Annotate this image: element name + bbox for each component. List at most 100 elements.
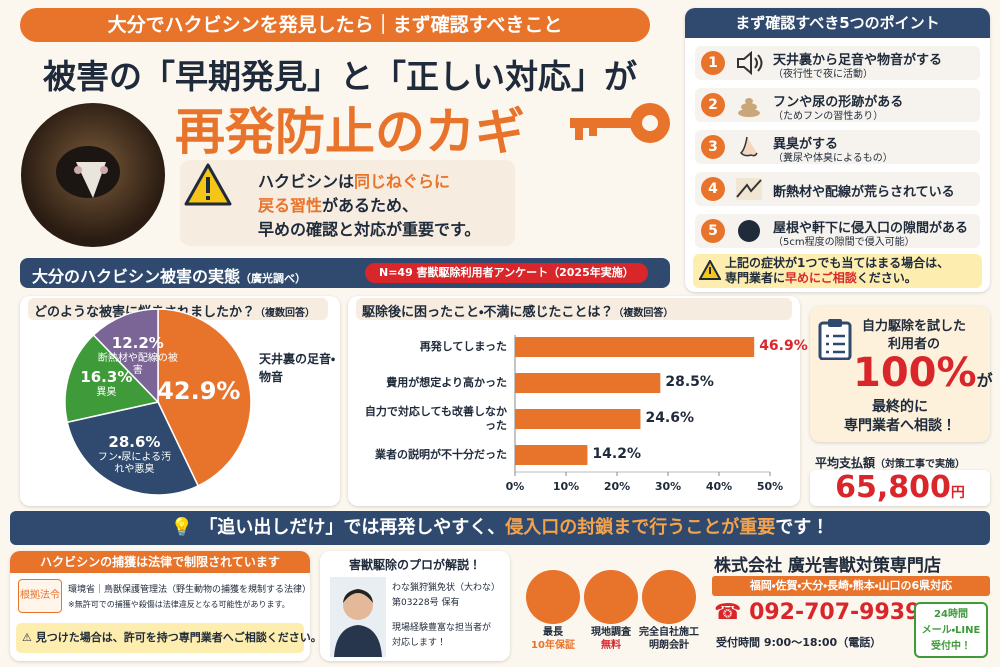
text: 24時間 xyxy=(934,609,968,620)
text: どのような被害に悩まされましたか？ xyxy=(34,305,256,320)
highlight: 同じねぐらに xyxy=(354,172,451,191)
nose-icon xyxy=(739,136,758,157)
company-name: 株式会社 廣光害獣対策専門店 xyxy=(714,556,941,576)
law-advice: ⚠ 見つけた場合は、許可を持つ専門業者へご相談ください。 xyxy=(16,623,322,653)
point: 2 フンや尿の形跡がある （ためフンの習性あり） xyxy=(695,88,980,122)
text: 無料 xyxy=(601,640,621,651)
text: 駆除後に困ったこと・不満に感じたことは？ xyxy=(362,305,614,320)
text: 明朗会計 xyxy=(649,640,689,651)
top-banner: 大分でハクビシンを発見したら｜まず確認すべきこと xyxy=(20,8,650,42)
company-hours: 受付時間 9:00～18:00（電話） xyxy=(716,636,882,649)
text: 専門業者に xyxy=(725,271,786,285)
survey-title: 大分のハクビシン被害の実態（廣光調べ） xyxy=(32,263,306,287)
clipboard-icon xyxy=(818,319,852,360)
law-tag: 根拠法令 xyxy=(18,579,62,613)
text: 専門業者へ相談！ xyxy=(844,418,956,434)
point: 3 異臭がする （糞尿や体臭によるもの） xyxy=(695,130,980,164)
point-number: 1 xyxy=(701,51,725,75)
point-title: 異臭がする xyxy=(773,137,839,152)
key-icon xyxy=(570,103,670,143)
points-title: まず確認すべき5つのポイント xyxy=(685,8,990,38)
company-area: 福岡・佐賀・大分・長崎・熊本・山口の6県対応 xyxy=(712,576,990,596)
warning-box xyxy=(180,160,515,246)
notice-box xyxy=(693,254,982,288)
wire-icon xyxy=(736,178,762,200)
message-banner: 💡 「追い出しだけ」では再発しやすく、侵入口の封鎖まで行うことが重要です！ xyxy=(10,511,990,545)
online-box: 24時間 メール・LINE 受付中！ xyxy=(914,602,988,658)
law-name: 環境省｜鳥獣保護管理法（野生動物の捕獲を規制する法律） xyxy=(68,585,312,595)
highlight: 戻る習性 xyxy=(258,196,323,215)
point: 5 屋根や軒下に侵入口の隙間がある （5cm程度の隙間で侵入可能） xyxy=(695,214,980,248)
stats-conclusion: 最終的に 専門業者へ相談！ xyxy=(815,398,985,436)
point-note: （ためフンの習性あり） xyxy=(773,111,884,122)
company-phone: ☎ 092-707-9939 xyxy=(714,600,921,625)
point-note: （5cm程度の隙間で侵入可能） xyxy=(773,237,915,248)
payment-label: 平均支払額（対策工事で実施） xyxy=(815,454,965,471)
text: 完全自社施工 xyxy=(639,627,699,638)
point-number: 5 xyxy=(701,219,725,243)
text: 見つけた場合は、許可を持つ専門業者へご相談ください。 xyxy=(35,631,322,644)
point-number: 3 xyxy=(701,135,725,159)
text: 自力駆除を試した xyxy=(862,319,967,334)
gap-icon xyxy=(738,220,760,242)
sample-pill: N=49 害獣駆除利用者アンケート（2025年実施） xyxy=(365,263,648,283)
notice-text: 上記の症状が1つでも当てはまる場合は、 専門業者に早めにご相談ください。 xyxy=(725,256,980,286)
note: （対策工事で実施） xyxy=(875,459,966,470)
subtitle: （複数回答） xyxy=(255,308,316,319)
point-note: （糞尿や体臭によるもの） xyxy=(773,153,893,164)
highlight: 侵入口の封鎖まで行うことが重要 xyxy=(505,517,776,538)
text: メール・LINE xyxy=(921,625,981,636)
text: 対応します！ xyxy=(392,638,447,648)
subtitle: （複数回答） xyxy=(613,308,674,319)
point-title: 断熱材や配線が荒らされている xyxy=(773,185,955,200)
text: 大分のハクビシン被害の実態 xyxy=(32,267,241,286)
text: 平均支払額 xyxy=(815,456,876,470)
text: です！ xyxy=(775,517,830,538)
point: 4 断熱材や配線が荒らされている xyxy=(695,172,980,206)
bar-header-bg xyxy=(356,298,792,320)
law-panel: ハクビシンの捕獲は法律で制限されています 根拠法令 環境省｜鳥獣保護管理法（野生… xyxy=(10,551,322,661)
pro-panel: 害獣駆除のプロが解説！ わな猟狩猟免状（大わな） 第03228号 保有 現場経験豊… xyxy=(320,551,510,661)
text: 早めの確認と対応が重要です。 xyxy=(258,220,481,239)
payment: 65,800 xyxy=(835,470,951,505)
pro-message: 現場経験豊富な担当者が 対応します！ xyxy=(392,621,491,651)
text: があるため、 xyxy=(322,196,419,215)
law-note: ※無許可での捕獲や殺傷は法律違反となる可能性があります。 xyxy=(68,600,290,609)
bar-title: 駆除後に困ったこと・不満に感じたことは？（複数回答） xyxy=(362,301,673,320)
speaker-icon xyxy=(737,51,763,75)
source: （廣光調べ） xyxy=(240,272,307,285)
point-number: 4 xyxy=(701,177,725,201)
point-title: 屋根や軒下に侵入口の隙間がある xyxy=(773,221,969,236)
pie-panel xyxy=(20,296,340,506)
feature: 最長 10年保証 xyxy=(513,626,593,652)
text: 最長 xyxy=(543,627,563,638)
text: ください。 xyxy=(856,271,917,285)
notice-icon xyxy=(699,260,721,280)
title-emphasis: 再発防止のカギ xyxy=(175,103,525,161)
stats-lead: 自力駆除を試した 利用者の xyxy=(862,318,966,354)
staff-photo xyxy=(330,577,386,657)
point-title: 天井裏から足音や物音がする xyxy=(773,53,943,68)
title: 被害の「早期発見」と「正しい対応」が xyxy=(43,57,637,96)
feature: 完全自社施工 明朗会計 xyxy=(629,626,709,652)
text: 10年保証 xyxy=(531,640,575,651)
point: 1 天井裏から足音や物音がする （夜行性で夜に活動） xyxy=(695,46,980,80)
payment-box: 65,800円 xyxy=(810,470,990,506)
warning-icon xyxy=(184,163,232,206)
text: 現地調査 xyxy=(591,627,631,638)
shield-icon xyxy=(526,570,580,624)
droppings-icon xyxy=(738,98,760,117)
stats-highlight: 100%が xyxy=(853,350,993,396)
point-note: （夜行性で夜に活動） xyxy=(773,69,873,80)
text: 利用者の xyxy=(888,337,941,352)
text: 現場経験豊富な担当者が xyxy=(392,623,492,633)
worker-icon xyxy=(642,570,696,624)
warning-text: ハクビシンは同じねぐらに 戻る習性があるため、 早めの確認と対応が重要です。 xyxy=(258,170,480,242)
highlight: 早めにご相談 xyxy=(785,271,857,285)
law-title: ハクビシンの捕獲は法律で制限されています xyxy=(10,551,310,573)
civet-photo xyxy=(21,103,165,247)
text: 「追い出しだけ」では再発しやすく、 xyxy=(199,517,506,538)
unit: 円 xyxy=(950,485,965,501)
text: 上記の症状が1つでも当てはまる場合は、 xyxy=(725,256,950,270)
